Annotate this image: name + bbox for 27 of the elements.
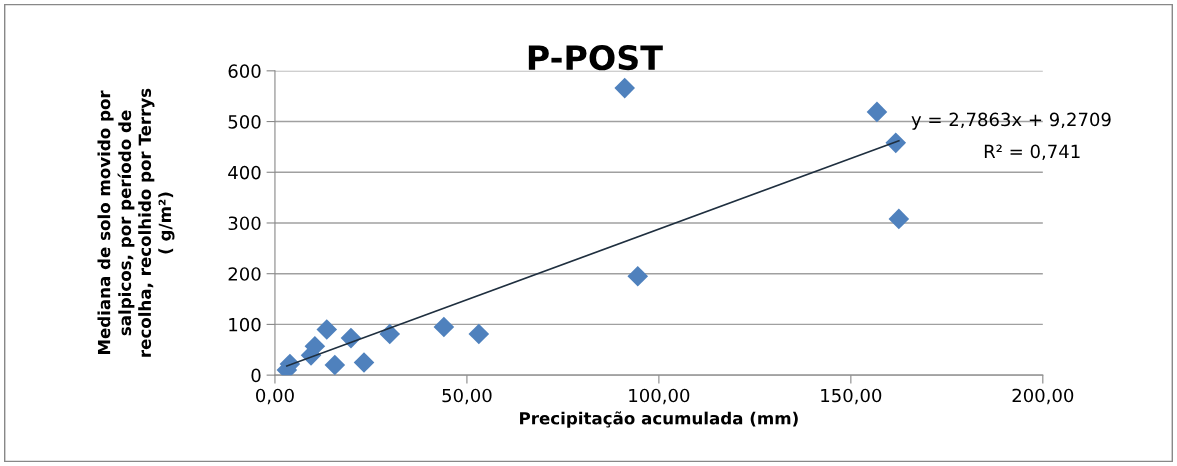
point bbox=[379, 323, 401, 345]
y-tick-label: 600 bbox=[228, 64, 261, 78]
point bbox=[866, 101, 888, 123]
point bbox=[614, 77, 636, 99]
x-tick-label: 200,00 bbox=[1012, 388, 1074, 405]
x-tick-label: 0,00 bbox=[256, 388, 294, 405]
point bbox=[888, 208, 910, 230]
y-tick-label: 300 bbox=[228, 216, 261, 231]
point bbox=[353, 352, 375, 373]
y-axis-title: Mediana de solo movido por salpicos, por período de recolha, recolhido por Terrys ( g/m²) bbox=[97, 88, 175, 357]
y-tick-label: 100 bbox=[229, 317, 261, 332]
point bbox=[627, 265, 649, 287]
x-tick-label: 50,00 bbox=[442, 388, 492, 405]
point bbox=[324, 354, 346, 376]
y-tick-label: 500 bbox=[228, 115, 261, 129]
x-tick-label: 150,00 bbox=[821, 388, 882, 405]
point bbox=[468, 323, 490, 345]
chart-title: P-POST bbox=[528, 45, 663, 71]
annotation: y = 2,7863x + 9,2709 bbox=[911, 112, 1111, 130]
point bbox=[316, 319, 338, 340]
x-axis-title: Precipitação acumulada (mm) bbox=[520, 411, 798, 428]
y-tick-label: 200 bbox=[228, 267, 261, 281]
y-tick-label: 400 bbox=[228, 165, 261, 180]
annotation: R² = 0,741 bbox=[984, 144, 1080, 161]
y-tick-label: 0 bbox=[251, 368, 261, 383]
x-tick-label: 100,00 bbox=[629, 388, 690, 405]
point bbox=[433, 316, 455, 338]
